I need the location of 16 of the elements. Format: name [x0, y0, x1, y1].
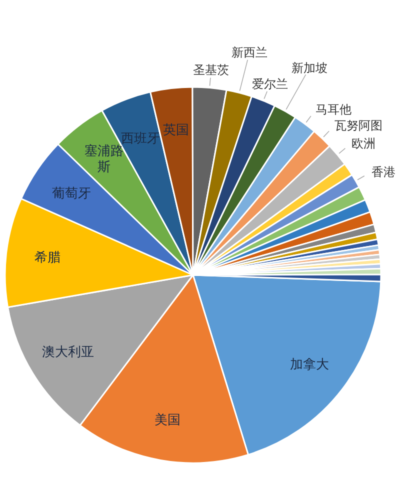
slice-label: 葡萄牙 [52, 186, 91, 202]
slice-label: 圣基茨 [193, 63, 230, 78]
slice-label: 新西兰 [232, 45, 268, 60]
slice-label: 美国 [154, 412, 181, 428]
slice-label: 加拿大 [290, 358, 329, 373]
slice-label: 马耳他 [316, 102, 352, 117]
slice-label: 塞浦路斯 [84, 143, 124, 176]
slice-label: 西班牙 [120, 132, 160, 147]
slice-label: 香港 [371, 165, 396, 180]
slice-label: 欧洲 [351, 136, 376, 150]
slice-label: 澳大利亚 [42, 345, 94, 360]
slice-label: 爱尔兰 [252, 77, 288, 92]
slice-label: 希腊 [34, 250, 60, 266]
slice-label: 瓦努阿图 [334, 118, 383, 133]
slice-label: 英国 [163, 122, 190, 138]
slice-label: 新加坡 [292, 60, 328, 75]
